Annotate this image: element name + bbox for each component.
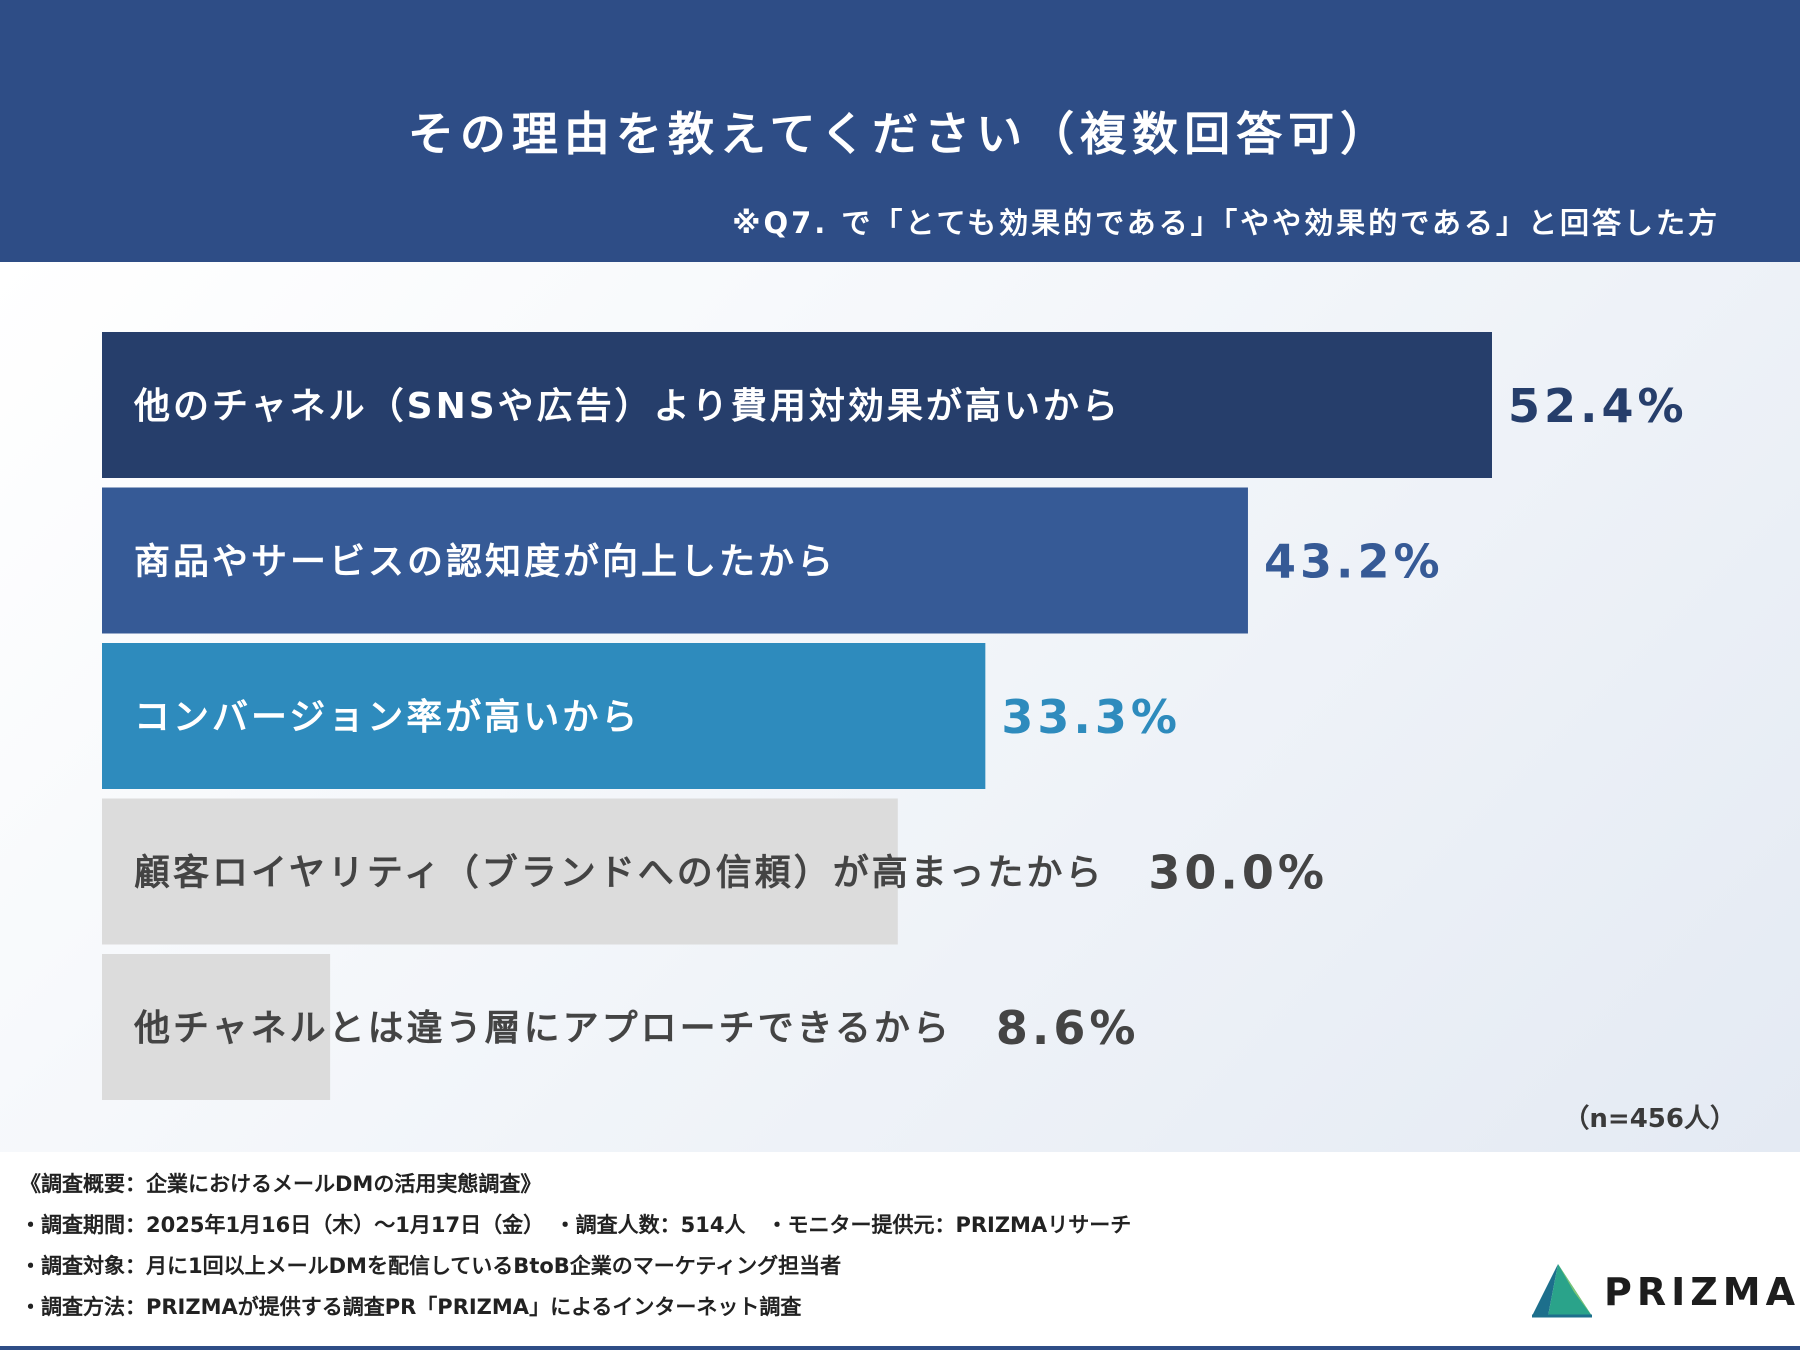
prizma-logo-icon [1532,1264,1592,1318]
bar-2 [102,487,1248,634]
bar-label-2: 商品やサービスの認知度が向上したから [134,542,836,583]
bar-label-5: 他チャネルとは違う層にアプローチできるから [133,1008,952,1049]
bar-value-5: 8.6% [996,1001,1140,1055]
respondent-note: ※Q7. で「とても効果的である」「やや効果的である」と回答した方 [732,206,1720,240]
bar-label-1: 他のチャネル（SNSや広告）より費用対効果が高いから [133,386,1121,427]
prizma-logo: PRIZMA [1528,1262,1795,1320]
footer-line-target: ・調査対象：月に1回以上メールDMを配信しているBtoB企業のマーケティング担当… [20,1254,842,1278]
footer-line-method: ・調査方法：PRIZMAが提供する調査PR「PRIZMA」によるインターネット調… [20,1295,802,1319]
bar-value-1: 52.4% [1508,379,1688,433]
chart-title: その理由を教えてください（複数回答可） [407,107,1393,161]
bottom-rule [0,1346,1800,1350]
bar-value-4: 30.0% [1148,846,1328,900]
header-banner: その理由を教えてください（複数回答可） ※Q7. で「とても効果的である」「やや… [0,0,1800,262]
bar-chart: 他のチャネル（SNSや広告）より費用対効果が高いから 52.4% 商品やサービスの認… [102,332,1688,1100]
bar-3 [102,643,986,789]
survey-footer: 《調査概要：企業におけるメールDMの活用実態調査》 ・調査期間：2025年1月1… [0,1152,1800,1350]
chart-area: 他のチャネル（SNSや広告）より費用対効果が高いから 52.4% 商品やサービスの認… [0,262,1800,1152]
bar-label-3: コンバージョン率が高いから [134,697,640,738]
bar-value-2: 43.2% [1264,535,1444,589]
bar-5 [102,954,331,1100]
sample-size: （n=456人） [1563,1104,1736,1134]
footer-line-period: ・調査期間：2025年1月16日（木）～1月17日（金） ・調査人数：514人 … [20,1213,1132,1237]
bar-4 [102,798,898,945]
bar-value-3: 33.3% [1001,690,1181,744]
bar-1 [102,332,1492,478]
logo-wordmark: PRIZMA [1604,1270,1800,1314]
bar-label-4: 顧客ロイヤリティ（ブランドへの信頼）が高まったから [134,852,1104,894]
footer-line-overview: 《調査概要：企業におけるメールDMの活用実態調査》 [20,1172,542,1196]
